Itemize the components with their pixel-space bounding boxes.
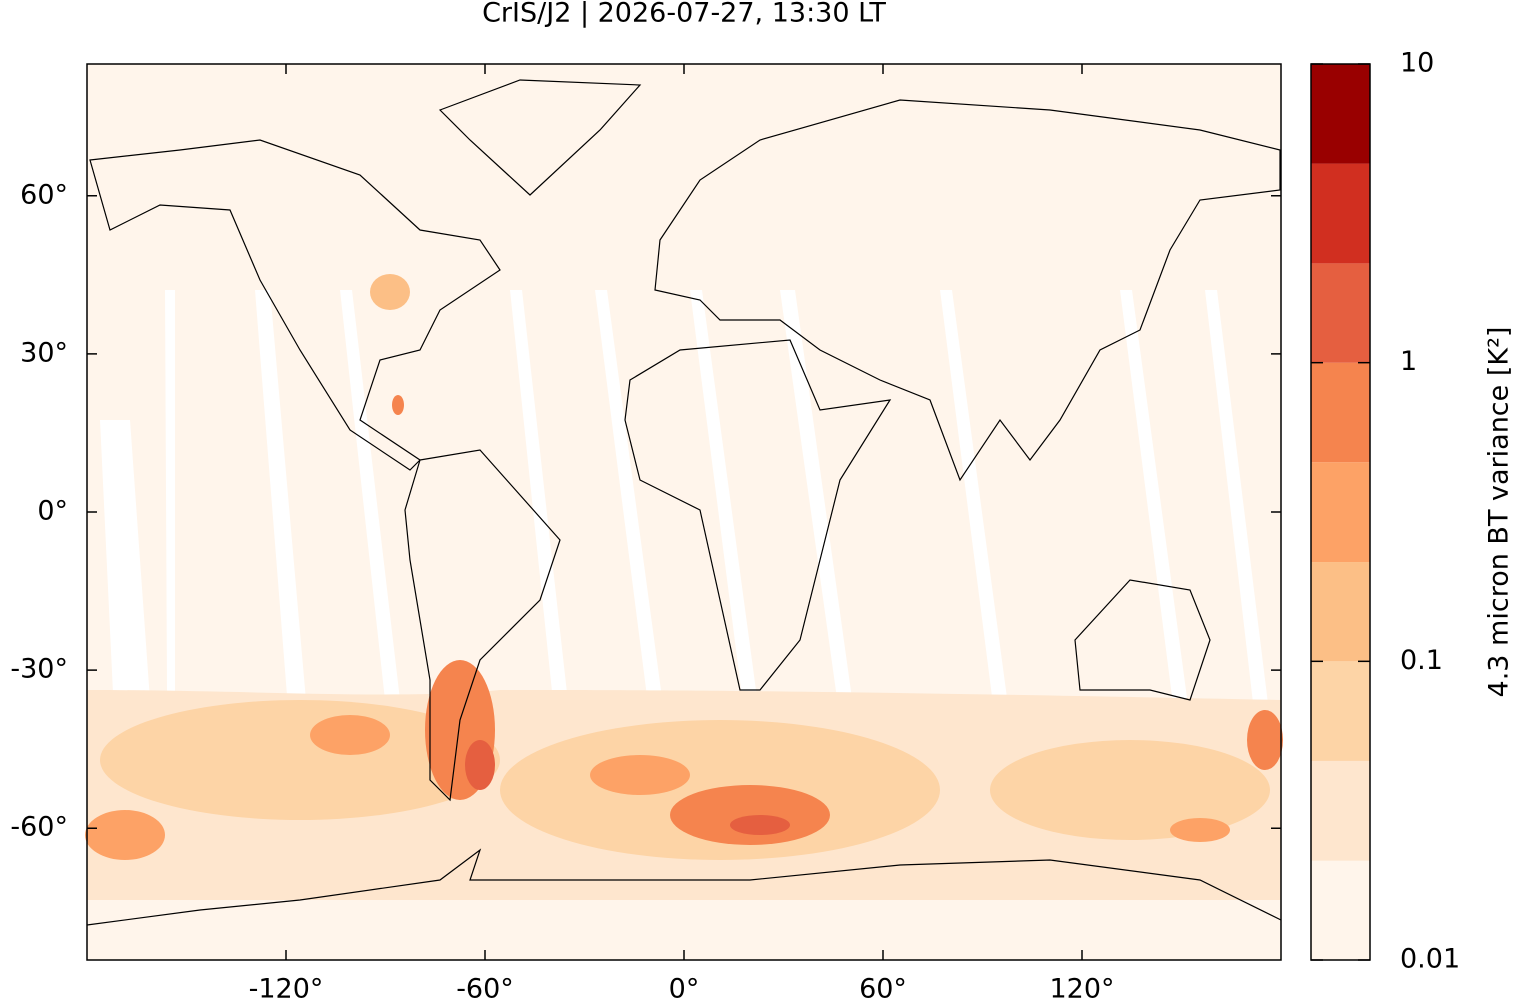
swath-gap bbox=[1205, 290, 1270, 720]
coastlines bbox=[86, 79, 1282, 926]
variance-field bbox=[85, 274, 1283, 900]
variance-region bbox=[465, 740, 495, 790]
variance-region bbox=[1170, 818, 1230, 842]
variance-region bbox=[100, 700, 500, 820]
colorbar-frame bbox=[1310, 63, 1371, 961]
y-tick-label: -60° bbox=[10, 812, 68, 843]
colorbar-band bbox=[1311, 263, 1370, 363]
variance-region bbox=[310, 715, 390, 755]
coastline bbox=[86, 848, 1282, 926]
colorbar-tick-label: 0.1 bbox=[1400, 645, 1443, 676]
colorbar-band bbox=[1311, 760, 1370, 861]
axes: -120° -60° 0° 60° 120° -60° -30° 0° 30° 60° bbox=[10, 64, 1281, 1005]
colorbar-label: 4.3 micron BT variance [K²] bbox=[1484, 327, 1515, 698]
y-tick-label: 30° bbox=[20, 337, 68, 368]
variance-region bbox=[370, 274, 410, 310]
chart-title: CrIS/J2 | 2026-07-27, 13:30 LT bbox=[482, 0, 886, 29]
colorbar-tick-label: 0.01 bbox=[1400, 944, 1460, 975]
colorbar-band bbox=[1311, 562, 1370, 662]
y-tick-label: 0° bbox=[37, 496, 68, 527]
colorbar-band bbox=[1311, 661, 1370, 761]
swath-gap bbox=[690, 290, 760, 720]
variance-region bbox=[590, 755, 690, 795]
colorbar-band bbox=[1311, 362, 1370, 463]
variance-region bbox=[990, 740, 1270, 840]
map-area bbox=[85, 63, 1283, 961]
coastline bbox=[1074, 579, 1211, 701]
colorbar-band bbox=[1311, 462, 1370, 563]
colorbar: 0.01 0.1 1 10 bbox=[1310, 48, 1460, 975]
colorbar-band bbox=[1311, 860, 1370, 960]
coastline bbox=[404, 449, 561, 802]
coastline bbox=[438, 79, 642, 196]
coastline bbox=[89, 139, 501, 471]
colorbar-tick-label: 10 bbox=[1400, 48, 1434, 79]
swath-gap bbox=[340, 290, 400, 700]
swath-gap bbox=[940, 290, 1010, 720]
x-tick-label: -120° bbox=[249, 974, 324, 1003]
swath-gap bbox=[1120, 290, 1190, 720]
variance-region bbox=[1247, 710, 1283, 770]
x-tick-label: 60° bbox=[859, 974, 907, 1003]
coastline bbox=[624, 339, 892, 691]
x-tick-label: -60° bbox=[456, 974, 514, 1003]
x-tick-label: 0° bbox=[669, 974, 700, 1003]
coastline bbox=[654, 99, 1281, 482]
x-tick-label: 120° bbox=[1049, 974, 1114, 1003]
colorbar-band bbox=[1311, 64, 1370, 164]
variance-region bbox=[85, 810, 165, 860]
colorbar-band bbox=[1311, 163, 1370, 264]
swath-gap bbox=[595, 290, 665, 720]
y-tick-label: -30° bbox=[10, 654, 68, 685]
colorbar-tick-label: 1 bbox=[1400, 346, 1417, 377]
swath-gap bbox=[780, 290, 855, 720]
swath-gap bbox=[510, 290, 570, 720]
variance-region bbox=[392, 395, 404, 415]
y-tick-label: 60° bbox=[20, 179, 68, 210]
variance-region bbox=[730, 815, 790, 835]
variance-region bbox=[670, 785, 830, 845]
